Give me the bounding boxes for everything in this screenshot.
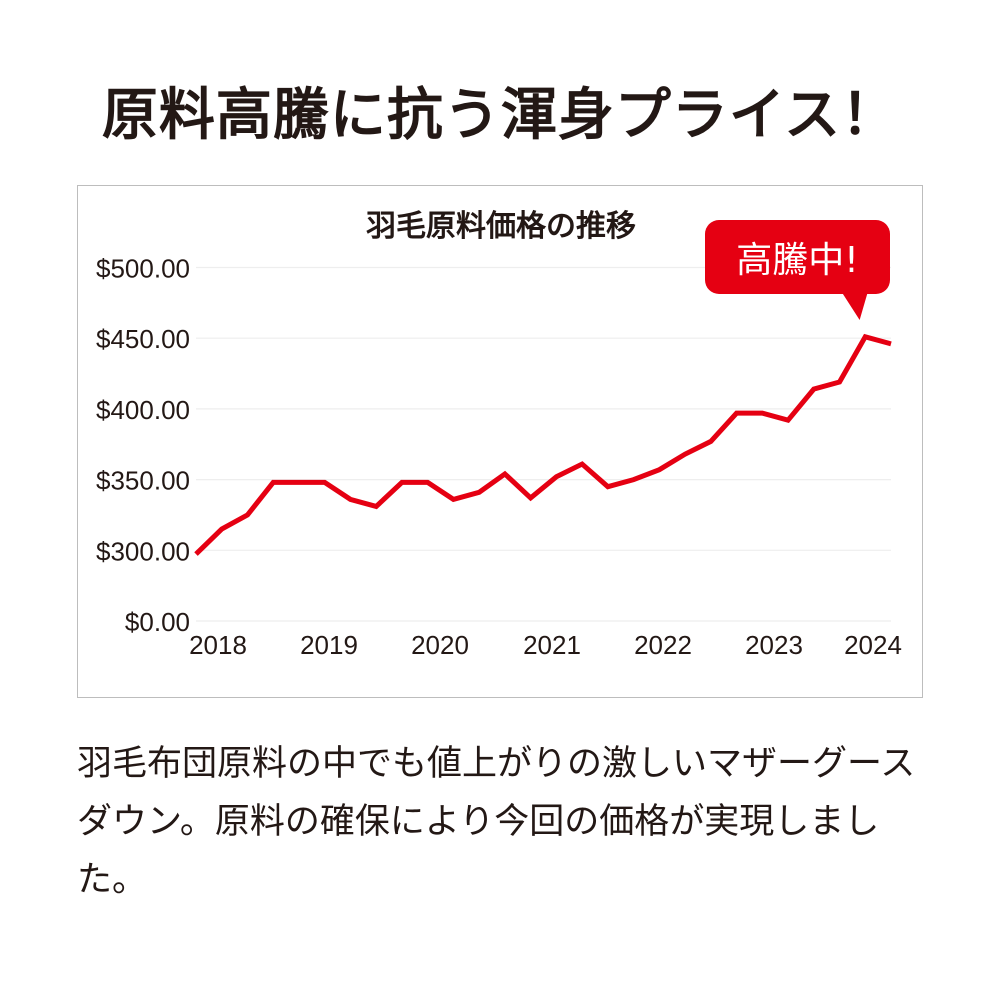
x-tick-label: 2018 bbox=[189, 630, 247, 660]
y-tick-label: $0.00 bbox=[125, 607, 190, 637]
price-line-chart: 羽毛原料価格の推移 $0.00 $300.00 $350.00 $400.00 $450… bbox=[96, 210, 902, 660]
x-tick-label: 2021 bbox=[523, 630, 581, 660]
x-tick-label: 2022 bbox=[634, 630, 692, 660]
y-tick-label: $450.00 bbox=[96, 324, 190, 354]
y-tick-label: $350.00 bbox=[96, 466, 190, 496]
x-tick-label: 2019 bbox=[300, 630, 358, 660]
chart-panel: 羽毛原料価格の推移 $0.00 $300.00 $350.00 $400.00 $450… bbox=[77, 185, 923, 698]
badge-tail bbox=[840, 290, 874, 320]
description-text: 羽毛布団原料の中でも値上がりの激しいマザーグースダウン。原料の確保により今回の価… bbox=[77, 744, 916, 900]
rising-badge: 高騰中! bbox=[705, 220, 890, 294]
x-tick-label: 2020 bbox=[411, 630, 469, 660]
rising-badge-label: 高騰中! bbox=[736, 240, 859, 281]
price-series-line bbox=[194, 333, 892, 556]
x-tick-label: 2023 bbox=[745, 630, 803, 660]
y-tick-label: $300.00 bbox=[96, 536, 190, 566]
chart-title: 羽毛原料価格の推移 bbox=[366, 210, 636, 243]
headline: 原料高騰に抗う渾身プライス！ bbox=[101, 82, 899, 148]
x-tick-label: 2024 bbox=[844, 630, 902, 660]
y-tick-label: $500.00 bbox=[96, 254, 190, 284]
y-tick-label: $400.00 bbox=[96, 395, 190, 425]
